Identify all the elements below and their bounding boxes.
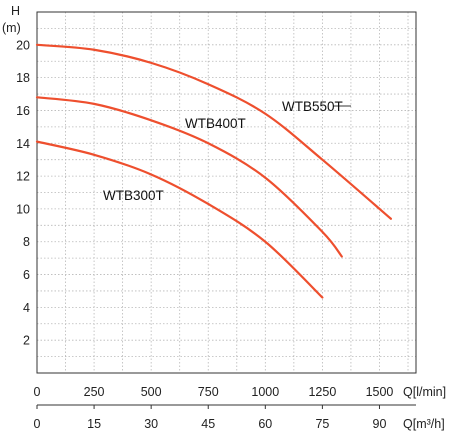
grid: [37, 12, 416, 373]
y-tick-label: 12: [16, 170, 30, 184]
y-tick-label: 10: [16, 202, 30, 216]
y-tick-label: 18: [16, 71, 30, 85]
y-tick-labels: 2 4 6 8 10 12 14 16 18 20: [16, 38, 30, 347]
x-secondary-tick-label: 90: [373, 417, 387, 431]
y-axis-title: H: [11, 4, 20, 18]
x-secondary-tick-labels: 0 15 30 45 60 75 90: [34, 417, 387, 431]
y-tick-label: 16: [16, 104, 30, 118]
x-secondary-tick-label: 60: [258, 417, 272, 431]
series-label-wtb300t: WTB300T: [103, 188, 164, 203]
series-line-wtb550t: [35, 43, 392, 220]
x-primary-tick-label: 750: [198, 385, 219, 399]
x-primary-axis-title: Q[l/min]: [403, 385, 446, 399]
series-line-wtb400t: [35, 96, 343, 258]
x-primary-tick-labels: 0 250 500 750 1000 1250 1500: [34, 385, 394, 399]
x-primary-tick-label: 250: [84, 385, 105, 399]
x-primary-tick-label: 1000: [251, 385, 279, 399]
y-tick-label: 4: [23, 301, 30, 315]
y-tick-label: 6: [23, 268, 30, 282]
x-primary-tick-label: 500: [141, 385, 162, 399]
x-primary-tick-label: 1250: [308, 385, 336, 399]
y-tick-label: 8: [23, 235, 30, 249]
x-primary-tick-label: 1500: [366, 385, 394, 399]
x-secondary-tick-label: 0: [34, 417, 41, 431]
y-tick-label: 2: [23, 334, 30, 348]
x-primary-tick-label: 0: [34, 385, 41, 399]
series-label-wtb550t: WTB550T: [282, 99, 343, 114]
x-secondary-tick-label: 75: [315, 417, 329, 431]
y-axis-unit: (m): [2, 21, 21, 35]
x-secondary-tick-marks: [36, 405, 380, 409]
series-line-wtb300t: [35, 140, 324, 299]
x-secondary-tick-label: 30: [144, 417, 158, 431]
series-lines: [35, 43, 392, 299]
x-secondary-tick-label: 45: [201, 417, 215, 431]
series-label-wtb400t: WTB400T: [185, 116, 246, 131]
x-secondary-tick-label: 15: [87, 417, 101, 431]
y-tick-label: 20: [16, 38, 30, 52]
x-secondary-axis-title: Q[m³/h]: [403, 417, 445, 431]
plot-frame: [36, 11, 417, 374]
y-tick-label: 14: [16, 137, 30, 151]
